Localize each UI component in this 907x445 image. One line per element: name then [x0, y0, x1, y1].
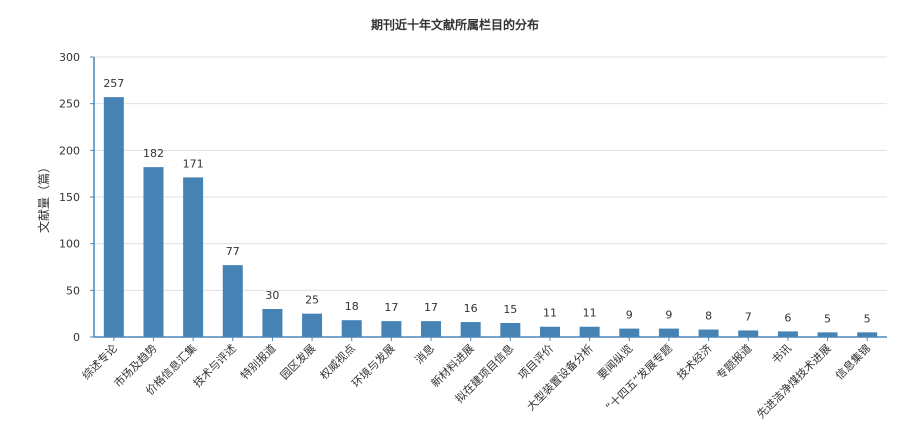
bar [262, 309, 283, 337]
y-tick-label: 0 [73, 331, 80, 344]
bar [579, 326, 600, 337]
data-label: 8 [705, 310, 712, 323]
category-label: 特别报道 [238, 341, 279, 382]
bar [183, 177, 204, 337]
bar [500, 323, 521, 337]
data-label: 11 [543, 307, 557, 320]
y-axis-label: 文献量（篇） [36, 161, 51, 233]
bar [619, 328, 640, 337]
data-label: 171 [183, 157, 204, 170]
bars [103, 97, 878, 337]
category-label: 环境与发展 [349, 341, 398, 390]
bar [302, 313, 323, 337]
data-label: 25 [305, 294, 319, 307]
data-label: 11 [583, 307, 597, 320]
bar [381, 321, 402, 337]
category-label: 要闻纵览 [594, 341, 635, 382]
category-label: 信息集锦 [832, 341, 873, 382]
category-label: 书讯 [769, 342, 794, 367]
category-label: 大型装置设备分析 [524, 341, 596, 413]
category-label: 先进洁净煤技术进展 [754, 341, 834, 421]
data-label: 5 [824, 312, 831, 325]
data-label: 16 [464, 302, 478, 315]
data-label: 9 [665, 309, 672, 322]
y-tick-label: 100 [59, 238, 80, 251]
category-label: 项目评价 [516, 342, 556, 382]
gridlines [94, 56, 887, 291]
category-label: 权威视点 [317, 341, 358, 382]
category-label: “十四五”发展专题 [603, 341, 675, 413]
y-tick-label: 50 [66, 284, 80, 297]
category-label: 消息 [412, 341, 437, 366]
bar [817, 332, 838, 337]
data-label: 182 [143, 147, 164, 160]
bar [738, 330, 759, 337]
y-tick-label: 200 [59, 144, 80, 157]
data-label: 17 [384, 301, 398, 314]
data-label: 18 [345, 300, 359, 313]
y-axis-ticks: 0 50 100 150 200 250 300 [59, 51, 94, 344]
data-label: 5 [864, 312, 871, 325]
y-tick-label: 300 [59, 51, 80, 64]
category-label: 技术与评述 [191, 342, 239, 390]
data-label: 6 [784, 311, 791, 324]
y-tick-label: 250 [59, 98, 80, 111]
bar [539, 326, 560, 337]
bar [777, 331, 798, 337]
bar [698, 329, 719, 337]
bar [143, 167, 164, 337]
data-label: 77 [226, 245, 240, 258]
data-label: 17 [424, 301, 438, 314]
data-labels: 257 182 171 77 30 25 18 17 17 16 15 11 11 9 9 8 7 6 5 5 [103, 77, 870, 325]
data-label: 30 [265, 289, 279, 302]
bar [460, 322, 481, 337]
bar [857, 332, 878, 337]
bar [658, 328, 679, 337]
y-tick-label: 150 [59, 191, 80, 204]
bar [421, 321, 442, 337]
category-label: 技术经济 [674, 341, 715, 382]
data-label: 9 [626, 309, 633, 322]
data-label: 15 [503, 303, 517, 316]
bar [103, 97, 124, 337]
category-label: 综述专论 [79, 341, 120, 382]
bar [341, 320, 362, 337]
chart-title: 期刊近十年文献所属栏目的分布 [371, 17, 539, 32]
category-label: 专题报道 [713, 341, 754, 382]
bar [222, 265, 243, 337]
data-label: 257 [103, 77, 124, 90]
data-label: 7 [745, 310, 752, 323]
category-label: 园区发展 [277, 341, 318, 382]
